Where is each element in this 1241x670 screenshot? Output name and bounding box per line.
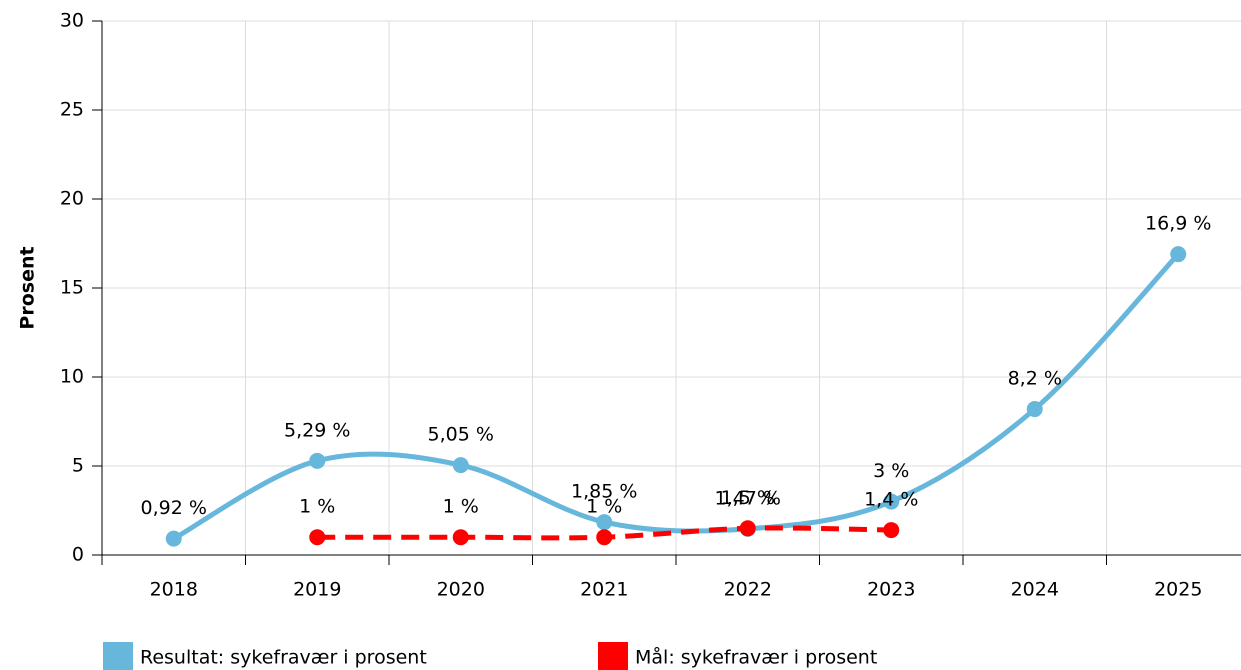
data-label: 1 % — [299, 496, 335, 518]
y-tick-label: 0 — [72, 544, 84, 566]
y-tick-label: 5 — [72, 455, 84, 477]
data-label: 0,92 % — [141, 497, 207, 519]
data-label: 1,5 % — [721, 487, 775, 509]
point — [596, 514, 613, 531]
point — [883, 493, 900, 510]
point — [452, 529, 469, 546]
x-tick-label: 2023 — [867, 579, 915, 601]
data-label: 1,85 % — [571, 481, 637, 503]
x-tick-label: 2020 — [437, 579, 485, 601]
point — [596, 529, 613, 546]
legend-swatch — [598, 642, 628, 670]
x-tick-label: 2024 — [1011, 579, 1059, 601]
data-label: 3 % — [873, 460, 909, 482]
y-axis-label: Prosent — [17, 246, 39, 329]
point — [1026, 401, 1043, 418]
y-tick-label: 20 — [60, 188, 84, 210]
legend-swatch — [103, 642, 133, 670]
x-tick-label: 2021 — [580, 579, 628, 601]
y-tick-label: 10 — [60, 366, 84, 388]
data-label: 1,4 % — [864, 489, 918, 511]
data-label: 1 % — [443, 496, 479, 518]
x-tick-label: 2025 — [1154, 579, 1202, 601]
data-label: 8,2 % — [1008, 368, 1062, 390]
data-label: 5,05 % — [428, 424, 494, 446]
point — [309, 529, 326, 546]
y-tick-label: 25 — [60, 99, 84, 121]
data-label: 1 % — [586, 496, 622, 518]
y-tick-label: 15 — [60, 277, 84, 299]
data-label: 1,47 % — [715, 487, 781, 509]
x-tick-label: 2022 — [724, 579, 772, 601]
y-tick-label: 30 — [60, 10, 84, 32]
point — [739, 520, 756, 537]
legend-label: Mål: sykefravær i prosent — [635, 646, 877, 669]
x-tick-label: 2019 — [293, 579, 341, 601]
x-tick-label: 2018 — [150, 579, 198, 601]
legend-label: Resultat: sykefravær i prosent — [140, 647, 427, 669]
data-label: 16,9 % — [1145, 213, 1211, 235]
point — [1170, 246, 1187, 263]
data-label: 5,29 % — [284, 419, 350, 441]
point — [883, 522, 900, 539]
point — [452, 457, 469, 474]
point — [309, 452, 326, 469]
point — [165, 530, 182, 547]
